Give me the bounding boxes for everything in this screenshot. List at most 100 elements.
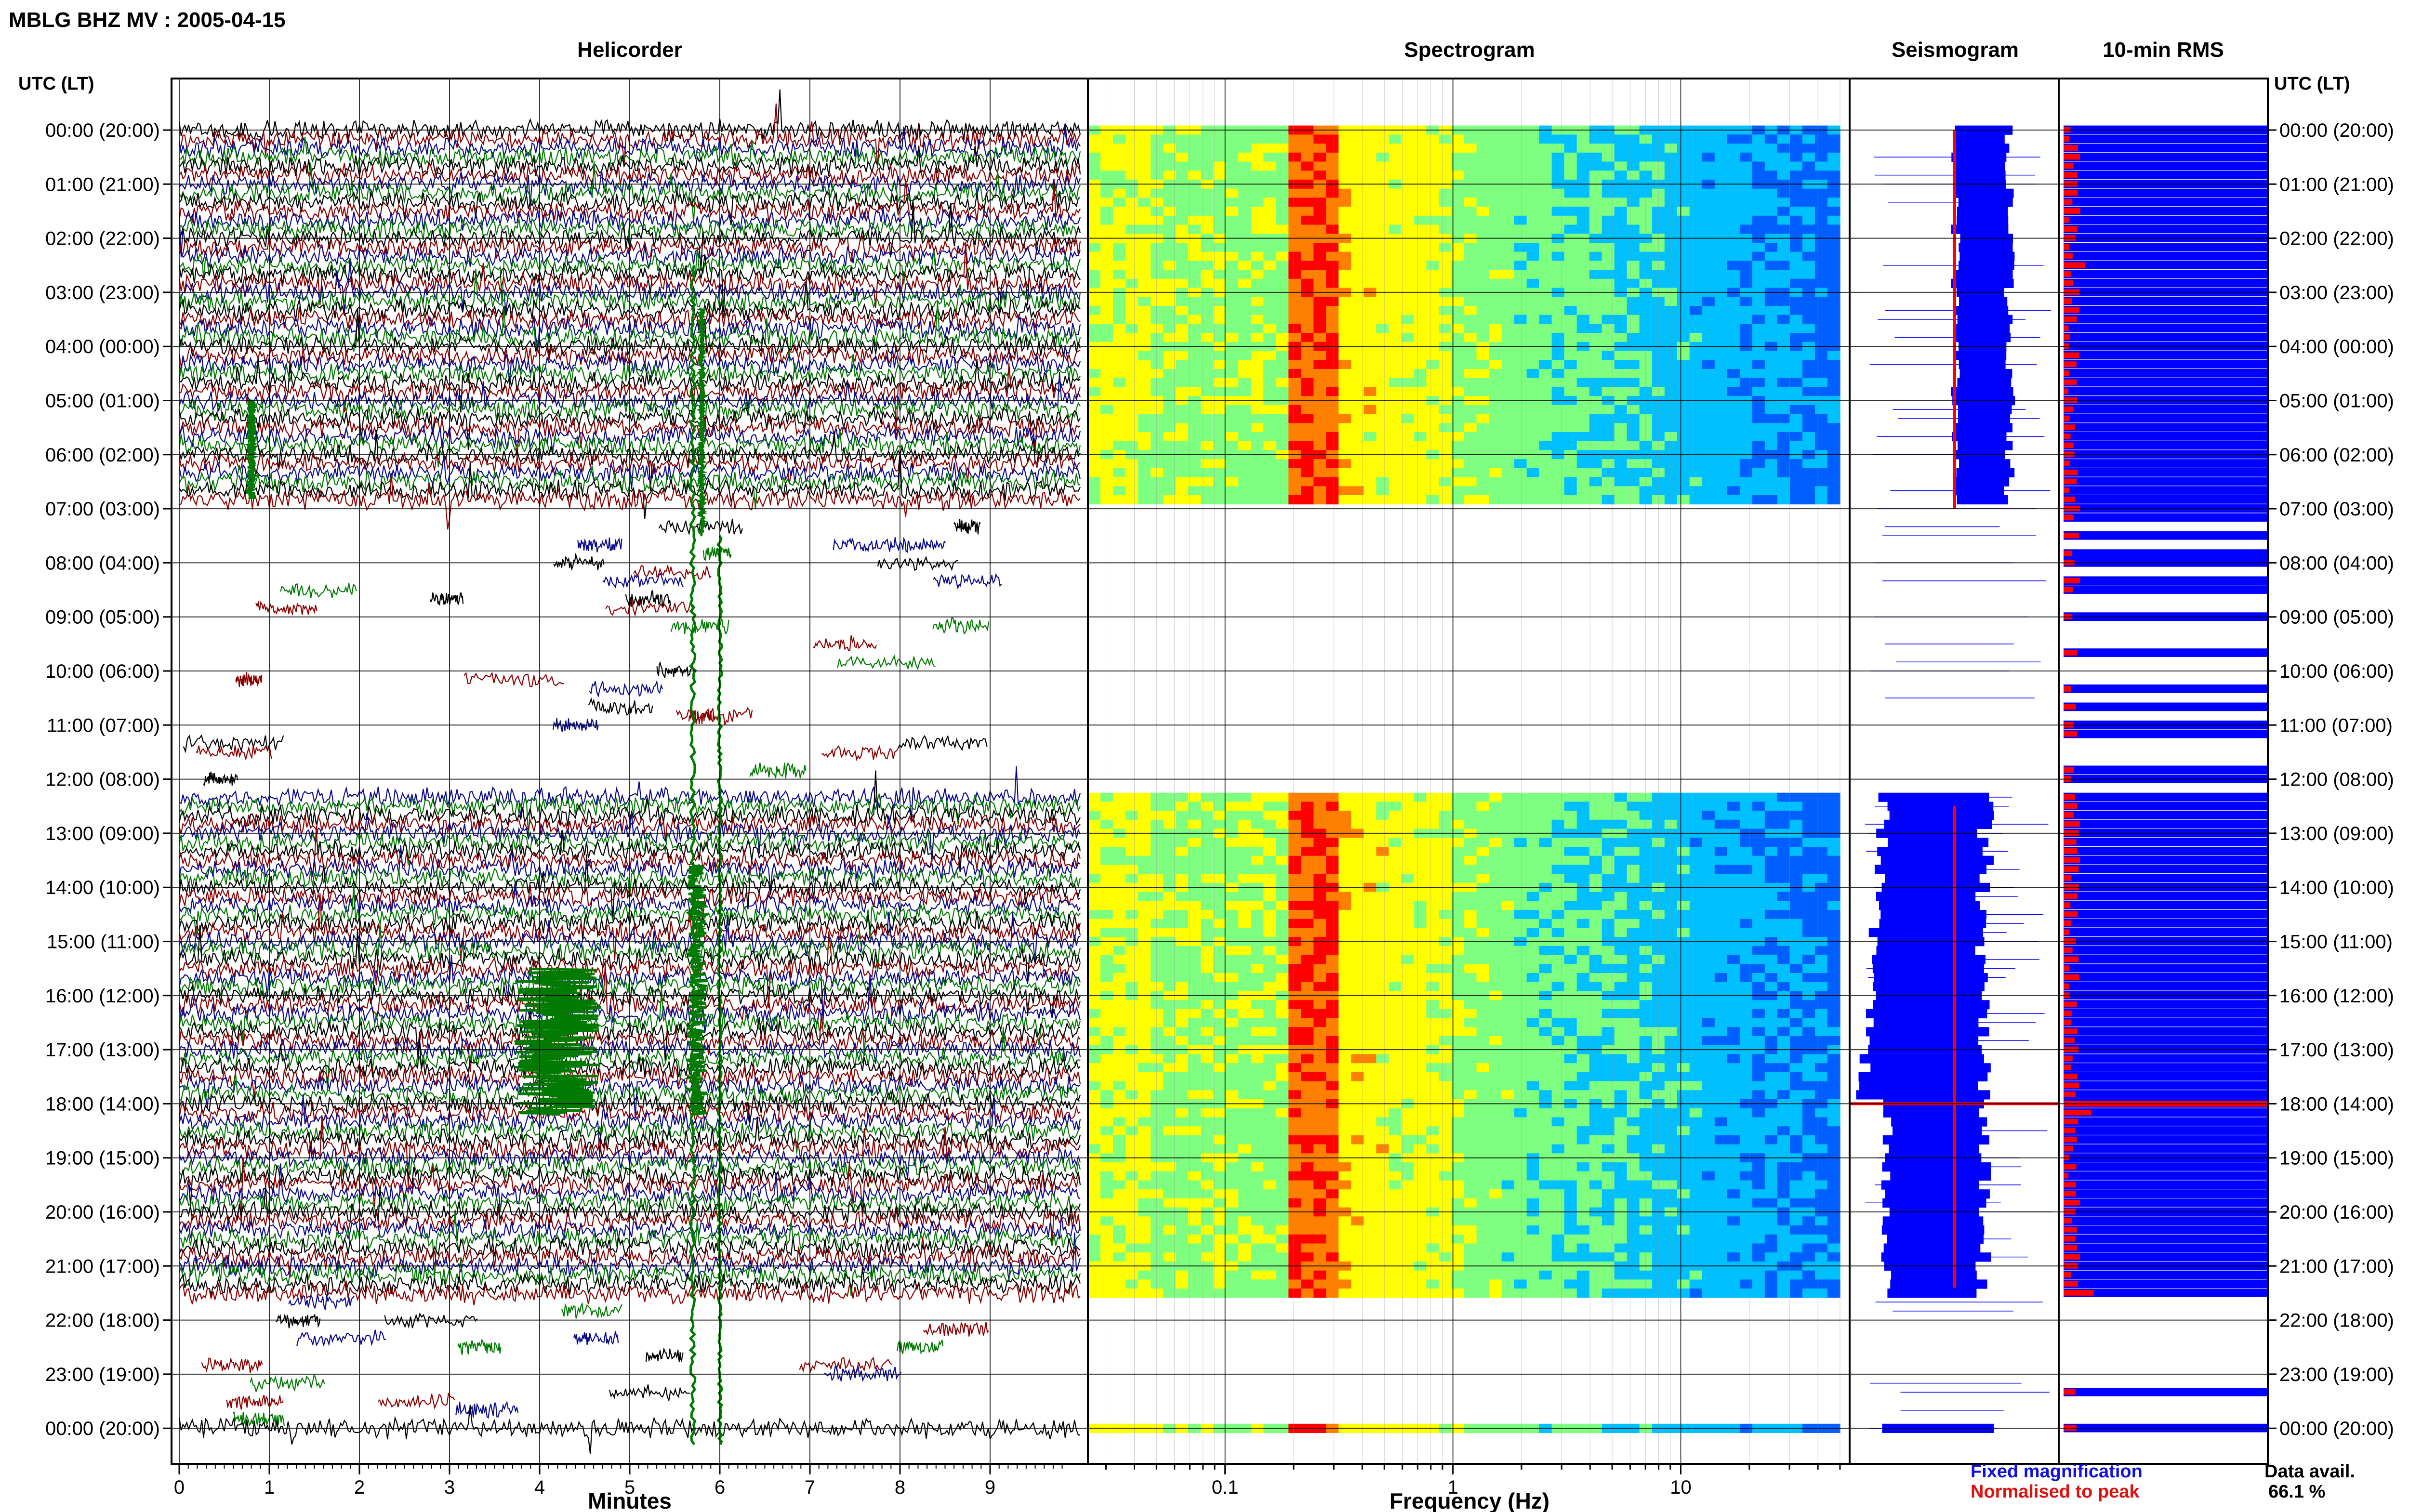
spectrogram-cell: [1426, 152, 1440, 162]
spectrogram-cell: [1238, 910, 1251, 920]
spectrogram-cell: [1501, 838, 1515, 847]
spectrogram-cell: [1263, 919, 1276, 928]
spectrogram-cell: [1338, 278, 1352, 288]
spectrogram-cell: [1526, 243, 1540, 252]
spectrogram-cell: [1464, 910, 1477, 920]
spectrogram-cell: [1188, 919, 1201, 928]
spectrogram-cell: [1514, 378, 1527, 387]
spectrogram-cell: [1576, 495, 1590, 505]
spectrogram-cell: [1576, 197, 1590, 207]
spectrogram-cell: [1401, 297, 1415, 306]
spectrogram-cell: [1276, 197, 1289, 207]
spectrogram-cell: [1551, 459, 1565, 469]
spectrogram-cell: [1176, 802, 1189, 811]
spectrogram-cell: [1526, 1009, 1540, 1019]
spectrogram-cell: [1752, 964, 1765, 973]
spectrogram-cell: [1614, 333, 1628, 342]
spectrogram-cell: [1802, 477, 1815, 486]
spectrogram-cell: [1614, 792, 1628, 802]
spectrogram-cell: [1752, 1009, 1765, 1019]
spectrogram-cell: [1739, 495, 1753, 505]
spectrogram-cell: [1526, 224, 1540, 234]
spectrogram-cell: [1113, 874, 1126, 883]
spectrogram-cell: [1113, 495, 1126, 505]
spectrogram-cell: [1389, 432, 1402, 442]
spectrogram-cell: [1564, 946, 1577, 956]
spectrogram-cell: [1677, 910, 1690, 920]
spectrogram-cell: [1789, 847, 1803, 856]
spectrogram-cell: [1276, 297, 1289, 306]
spectrogram-cell: [1263, 1063, 1276, 1073]
spectrogram-cell: [1338, 161, 1352, 171]
spectrogram-cell: [1514, 360, 1527, 369]
spectrogram-cell: [1576, 171, 1590, 180]
spectrogram-cell: [1815, 278, 1828, 288]
spectrogram-cell: [1752, 819, 1765, 829]
spectrogram-cell: [1789, 1108, 1803, 1118]
spectrogram-cell: [1514, 1018, 1527, 1027]
spectrogram-cell: [1526, 838, 1540, 847]
spectrogram-cell: [1301, 811, 1314, 820]
spectrogram-cell: [1802, 207, 1815, 216]
spectrogram-cell: [1827, 441, 1840, 450]
spectrogram-cell: [1764, 1000, 1778, 1010]
spectrogram-cell: [1526, 1036, 1540, 1046]
spectrogram-cell: [1439, 224, 1452, 234]
spectrogram-cell: [1138, 324, 1151, 333]
spectrogram-cell: [1677, 207, 1690, 216]
spectrogram-cell: [1376, 982, 1390, 991]
spectrogram-cell: [1677, 333, 1690, 342]
spectrogram-cell: [1677, 1108, 1690, 1118]
spectrogram-cell: [1576, 1000, 1590, 1010]
spectrogram-cell: [1501, 306, 1515, 316]
spectrogram-cell: [1338, 847, 1352, 856]
spectrogram-cell: [1238, 224, 1251, 234]
spectrogram-cell: [1576, 477, 1590, 486]
spectrogram-cell: [1351, 1135, 1364, 1145]
spectrogram-cell: [1689, 251, 1703, 261]
spectrogram-cell: [1176, 486, 1189, 496]
spectrogram-cell: [1664, 838, 1678, 847]
spectrogram-cell: [1288, 1000, 1302, 1010]
spectrogram-cell: [1188, 360, 1201, 369]
spectrogram-cell: [1802, 1072, 1815, 1082]
spectrogram-cell: [1288, 324, 1302, 333]
spectrogram-cell: [1489, 982, 1502, 991]
spectrogram-cell: [1176, 1009, 1189, 1019]
spectrogram-cell: [1551, 432, 1565, 442]
spectrogram-cell: [1401, 982, 1415, 991]
spectrogram-cell: [1201, 324, 1214, 333]
spectrogram-cell: [1414, 964, 1427, 973]
spectrogram-cell: [1627, 919, 1640, 928]
spectrogram-cell: [1564, 910, 1577, 920]
spectrogram-cell: [1263, 360, 1276, 369]
spectrogram-cell: [1351, 369, 1364, 379]
spectrogram-cell: [1489, 919, 1502, 928]
spectrogram-cell: [1163, 1117, 1176, 1127]
spectrogram-cell: [1589, 441, 1602, 450]
spectrogram-cell: [1564, 1018, 1577, 1027]
spectrogram-cell: [1752, 378, 1765, 387]
spectrogram-cell: [1789, 1063, 1803, 1073]
spectrogram-cell: [1501, 405, 1515, 415]
spectrogram-cell: [1125, 459, 1138, 469]
spectrogram-cell: [1401, 270, 1415, 279]
spectrogram-cell: [1138, 955, 1151, 964]
spectrogram-cell: [1614, 477, 1628, 486]
spectrogram-cell: [1288, 459, 1302, 469]
spectrogram-cell: [1100, 207, 1113, 216]
spectrogram-cell: [1176, 405, 1189, 415]
spectrogram-cell: [1088, 928, 1101, 937]
spectrogram-cell: [1125, 378, 1138, 387]
spectrogram-cell: [1476, 188, 1490, 198]
spectrogram-cell: [1213, 207, 1226, 216]
spectrogram-cell: [1589, 495, 1602, 505]
spectrogram-cell: [1714, 1117, 1728, 1127]
spectrogram-cell: [1263, 964, 1276, 973]
spectrogram-cell: [1702, 919, 1715, 928]
spectrogram-cell: [1627, 261, 1640, 270]
spectrogram-cell: [1589, 387, 1602, 396]
spectrogram-cell: [1288, 468, 1302, 478]
spectrogram-cell: [1702, 1081, 1715, 1091]
spectrogram-cell: [1276, 251, 1289, 261]
